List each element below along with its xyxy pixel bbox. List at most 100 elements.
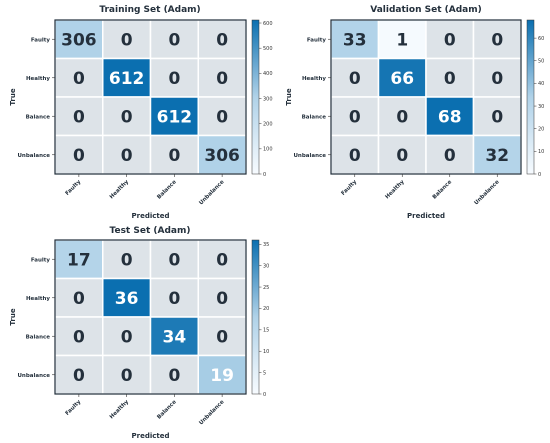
x-axis-label: Predicted <box>132 212 170 220</box>
matrix-frame <box>54 19 247 175</box>
cell-value: 0 <box>121 327 133 347</box>
heatmap-cell <box>54 277 104 318</box>
colorbar-tick-label: 10 <box>263 349 269 355</box>
cell-value: 0 <box>121 30 133 50</box>
heatmap-cell <box>425 134 475 175</box>
cell-value: 0 <box>73 327 85 347</box>
cell-value: 0 <box>121 146 133 166</box>
y-tick-label: Balance <box>26 114 51 120</box>
cell-value: 0 <box>491 107 503 127</box>
cell-value: 19 <box>210 366 234 386</box>
colorbar-tick-label: 200 <box>263 121 273 127</box>
y-tick-label: Healthy <box>26 76 50 82</box>
cell-value: 36 <box>115 289 139 309</box>
heatmap-cell <box>197 239 247 280</box>
y-axis-label: True <box>285 88 293 105</box>
x-tick-label: Healthy <box>384 179 406 201</box>
colorbar <box>251 239 260 395</box>
x-tick-label: Unbalance <box>473 179 500 206</box>
x-tick-label: Faulty <box>340 179 358 197</box>
heatmap-cell <box>54 316 104 357</box>
chart-title: Test Set (Adam) <box>110 226 191 236</box>
heatmap-cell <box>197 96 247 137</box>
x-tick-label: Healthy <box>109 179 131 201</box>
cell-value: 612 <box>109 69 145 89</box>
confusion-matrix-panel: Test Set (Adam) 17 0 0 0 0 36 0 0 0 0 34 0 0 0 0 19 Fault… <box>9 226 269 440</box>
cell-value: 66 <box>390 69 414 89</box>
x-tick-label: Healthy <box>109 399 131 421</box>
colorbar <box>526 19 535 175</box>
y-tick-label: Faulty <box>31 257 51 263</box>
colorbar-tick-label: 10 <box>538 149 544 155</box>
cell-value: 0 <box>168 366 180 386</box>
colorbar-tick-label: 50 <box>538 59 544 65</box>
cell-value: 0 <box>168 250 180 270</box>
heatmap-cell <box>149 277 199 318</box>
cell-value: 0 <box>216 107 228 127</box>
cell-value: 0 <box>168 289 180 309</box>
cell-value: 0 <box>349 107 361 127</box>
colorbar-tick-label: 600 <box>263 21 273 27</box>
y-tick-label: Unbalance <box>17 373 50 379</box>
cell-value: 0 <box>491 69 503 89</box>
chart-title: Training Set (Adam) <box>99 5 200 15</box>
y-axis-label: True <box>9 308 17 325</box>
cell-value: 0 <box>216 69 228 89</box>
colorbar-tick-label: 20 <box>538 127 544 133</box>
colorbar-tick-label: 15 <box>263 328 269 334</box>
cell-value: 0 <box>73 366 85 386</box>
heatmap-cell <box>472 134 522 175</box>
cell-value: 33 <box>343 30 367 50</box>
colorbar-tick-label: 30 <box>538 104 544 110</box>
heatmap-cell <box>149 354 199 395</box>
x-tick-label: Unbalance <box>198 399 225 426</box>
y-tick-label: Healthy <box>26 296 50 302</box>
heatmap-cell <box>149 316 199 357</box>
cell-value: 0 <box>168 30 180 50</box>
x-tick-label: Balance <box>156 399 178 421</box>
cell-value: 612 <box>157 107 193 127</box>
heatmap-cell <box>377 96 427 137</box>
cell-value: 0 <box>168 69 180 89</box>
y-tick-label: Balance <box>302 114 327 120</box>
x-tick-label: Faulty <box>64 399 82 417</box>
heatmap-cell <box>102 134 152 175</box>
cell-value: 0 <box>349 69 361 89</box>
cell-value: 0 <box>216 289 228 309</box>
cell-value: 0 <box>73 107 85 127</box>
colorbar-tick-label: 60 <box>538 36 544 42</box>
x-tick-label: Faulty <box>64 179 82 197</box>
heatmap-cell <box>102 354 152 395</box>
heatmap-cell <box>54 354 104 395</box>
colorbar-tick-label: 0 <box>538 172 541 178</box>
colorbar-tick-label: 300 <box>263 96 273 102</box>
cell-value: 0 <box>444 69 456 89</box>
x-tick-label: Unbalance <box>198 179 225 206</box>
cell-value: 0 <box>349 146 361 166</box>
x-tick-label: Balance <box>432 179 454 201</box>
colorbar-tick-label: 0 <box>263 172 266 178</box>
confusion-matrix-panel: Training Set (Adam) 306 0 0 0 0 612 0 0 0 0 612 0 0 0 0… <box>9 5 273 220</box>
cell-value: 306 <box>61 30 97 50</box>
colorbar-tick-label: 100 <box>263 147 273 153</box>
cell-value: 0 <box>73 69 85 89</box>
y-axis-label: True <box>9 88 17 105</box>
confusion-matrix-panel: Validation Set (Adam)33 1 0 00 66 0 00 0 68 00 0 0 3… <box>285 5 544 220</box>
cell-value: 0 <box>216 327 228 347</box>
colorbar-tick-label: 35 <box>263 242 269 248</box>
cell-value: 0 <box>168 146 180 166</box>
heatmap-cell <box>197 354 247 395</box>
cell-value: 0 <box>73 146 85 166</box>
cell-value: 0 <box>121 366 133 386</box>
cell-value: 0 <box>396 107 408 127</box>
y-tick-label: Unbalance <box>17 153 50 159</box>
cell-value: 0 <box>121 250 133 270</box>
colorbar-tick-label: 500 <box>263 46 273 52</box>
x-tick-label: Balance <box>156 179 178 201</box>
heatmap-cell <box>197 57 247 98</box>
colorbar <box>251 19 260 175</box>
colorbar-tick-label: 400 <box>263 71 273 77</box>
cell-value: 0 <box>396 146 408 166</box>
colorbar-tick-label: 40 <box>538 81 544 87</box>
